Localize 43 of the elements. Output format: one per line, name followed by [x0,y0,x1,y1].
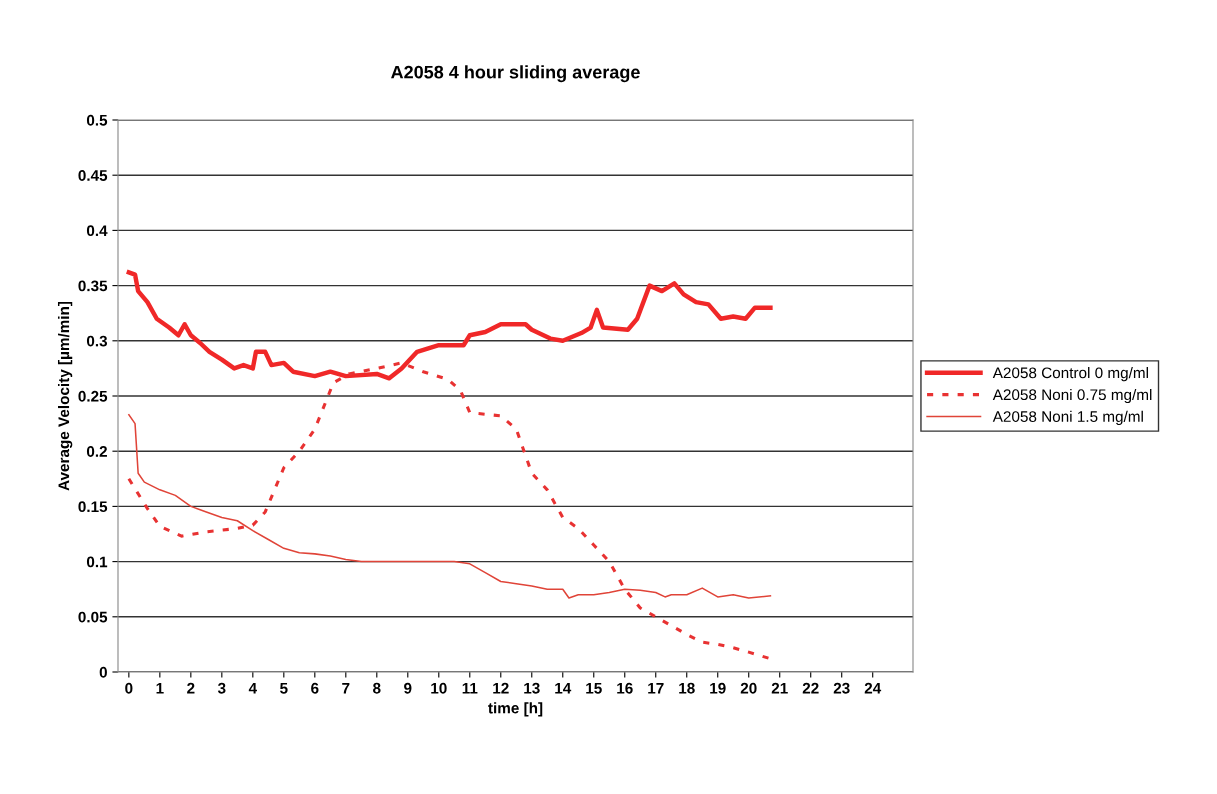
x-tick-label: 24 [864,682,882,694]
legend-label: A2058 Noni 0.75 mg/ml [992,388,1152,404]
x-tick-label: 12 [493,682,509,694]
x-tick-label: 16 [617,682,633,694]
x-tick-label: 9 [404,682,412,694]
x-tick-label: 14 [555,682,572,694]
x-tick-label: 10 [431,682,447,694]
x-tick-label: 6 [311,682,319,694]
x-tick-label: 23 [833,682,850,694]
y-tick-label: 0.45 [78,170,108,181]
x-tick-label: 11 [462,682,478,694]
y-tick-label: 0.3 [86,335,108,347]
x-tick-label: 13 [524,682,540,694]
y-tick-label: 0.25 [78,390,108,402]
y-tick-label: 0.4 [86,225,108,237]
x-tick-label: 15 [586,682,602,694]
x-tick-label: 2 [187,682,195,694]
legend-label: A2058 Noni 1.5 mg/ml [992,410,1143,425]
x-tick-label: 19 [710,682,726,694]
y-tick-label: 0.05 [78,611,108,623]
x-axis-title: time [h] [488,702,543,717]
y-tick-label: 0.5 [86,114,108,126]
x-tick-label: 0 [125,682,133,694]
y-tick-label: 0.1 [86,556,108,568]
y-tick-label: 0.15 [78,501,108,513]
x-tick-label: 22 [802,682,819,694]
line-series [128,414,772,599]
y-tick-label: 0.35 [78,280,108,292]
y-axis-title: Average Velocity [µm/min] [57,301,73,491]
y-tick-label: 0.2 [86,446,107,457]
legend-label: A2058 Control 0 mg/ml [992,367,1148,382]
x-tick-label: 21 [771,682,788,694]
y-tick-label: 0 [99,666,107,678]
x-tick-label: 3 [217,682,226,694]
x-tick-label: 17 [648,682,664,694]
x-tick-label: 18 [679,682,695,694]
chart-title: A2058 4 hour sliding average [391,65,640,83]
x-tick-label: 20 [740,682,757,694]
x-tick-label: 1 [156,682,164,694]
x-tick-label: 7 [342,682,350,694]
x-tick-label: 5 [280,682,288,694]
x-tick-label: 8 [373,682,381,694]
x-tick-label: 4 [248,682,257,694]
